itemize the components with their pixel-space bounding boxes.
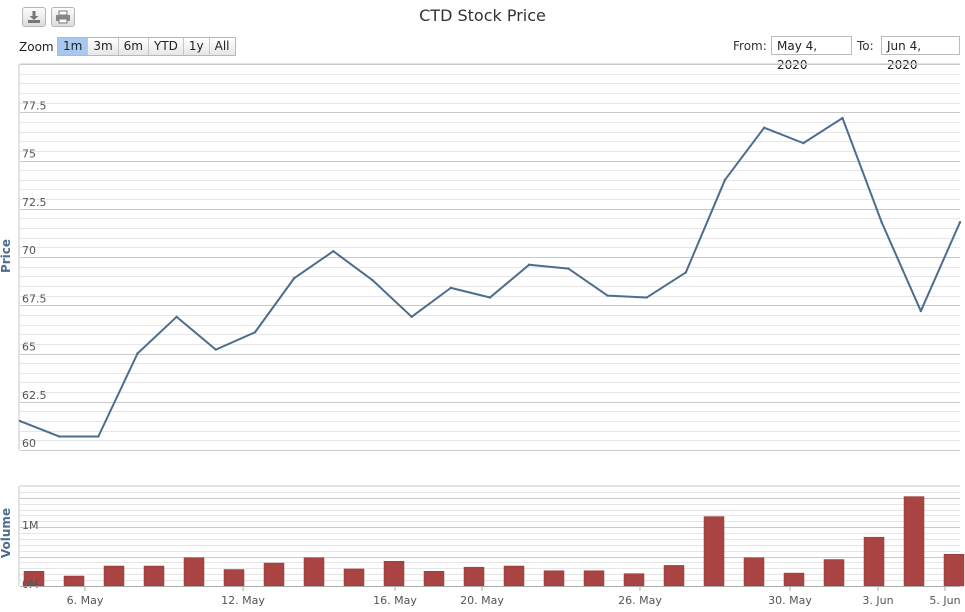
volume-bar — [623, 573, 645, 587]
volume-bar — [943, 553, 965, 587]
zoom-6m-button[interactable]: 6m — [118, 38, 149, 55]
price-y-tick-label: 75 — [22, 148, 36, 161]
volume-bar — [663, 565, 685, 587]
volume-bar — [183, 557, 205, 587]
volume-bar — [703, 516, 725, 587]
volume-bar — [303, 557, 325, 587]
price-y-axis: 60 62.5 65 67.5 70 72.5 75 77.5 — [22, 99, 47, 450]
price-y-tick-label: 67.5 — [22, 292, 47, 305]
price-point — [57, 435, 61, 438]
price-point — [567, 267, 570, 270]
price-point — [606, 294, 609, 297]
x-axis-tick-label: 12. May — [221, 594, 265, 607]
x-axis-tick-label: 3. Jun — [862, 594, 893, 607]
price-point — [175, 315, 178, 319]
from-date-input[interactable]: May 4, 2020 — [771, 36, 852, 72]
volume-bar — [503, 565, 525, 587]
price-point — [449, 286, 453, 290]
price-point — [371, 278, 374, 282]
price-point — [136, 352, 139, 355]
volume-bar — [863, 536, 885, 587]
zoom-1m-button[interactable]: 1m — [58, 38, 89, 55]
volume-series — [23, 496, 965, 587]
price-point — [97, 435, 100, 438]
price-point — [332, 250, 335, 253]
price-series — [18, 116, 962, 438]
price-point — [723, 178, 727, 181]
from-label: From: — [733, 39, 767, 53]
volume-bar — [783, 572, 805, 587]
price-axis-title: Price — [0, 239, 13, 273]
price-point — [410, 315, 413, 319]
print-icon — [56, 10, 70, 24]
price-point — [919, 309, 923, 313]
price-point — [645, 296, 648, 299]
x-axis-tick-label: 5. Jun — [929, 594, 960, 607]
x-axis-tick-label: 20. May — [460, 594, 504, 607]
x-axis-tick-label: 26. May — [618, 594, 662, 607]
chart-title: CTD Stock Price — [419, 6, 546, 25]
price-point — [684, 271, 688, 274]
volume-bar — [63, 575, 85, 587]
download-icon — [28, 11, 40, 23]
price-point — [527, 263, 531, 266]
x-axis-tick-label: 30. May — [768, 594, 812, 607]
to-label: To: — [857, 39, 874, 53]
price-point — [253, 331, 257, 334]
x-axis-tick-label: 6. May — [67, 594, 104, 607]
x-axis-tick-label: 16. May — [373, 594, 417, 607]
price-point — [214, 348, 218, 351]
print-button[interactable] — [51, 7, 75, 27]
volume-bar — [463, 566, 485, 587]
price-point — [841, 116, 844, 120]
volume-bar — [423, 571, 445, 587]
price-y-tick-label: 65 — [22, 341, 36, 354]
volume-bar — [343, 568, 365, 587]
price-y-tick-label: 77.5 — [22, 99, 47, 112]
price-y-tick-label: 60 — [22, 437, 36, 450]
volume-bar — [823, 559, 845, 587]
zoom-label: Zoom — [19, 40, 54, 54]
volume-bar — [903, 496, 925, 587]
price-grid — [18, 63, 960, 451]
price-point — [292, 277, 296, 280]
zoom-all-button[interactable]: All — [209, 38, 235, 55]
volume-bar — [103, 565, 125, 587]
price-y-tick-label: 72.5 — [22, 196, 47, 209]
volume-bar — [743, 557, 765, 587]
x-axis: 6. May 12. May 16. May 20. May 26. May 30. Ma… — [20, 586, 961, 607]
zoom-ytd-button[interactable]: YTD — [148, 38, 184, 55]
volume-y-axis: 0M 1M — [22, 519, 39, 591]
volume-bar — [583, 570, 605, 587]
volume-bar — [143, 565, 165, 587]
volume-y-tick-label: 0M — [22, 578, 39, 591]
price-y-tick-label: 70 — [22, 244, 36, 257]
price-point — [488, 296, 492, 299]
price-point — [18, 419, 22, 423]
volume-y-tick-label: 1M — [22, 519, 39, 532]
price-point — [802, 141, 805, 145]
volume-bar — [543, 570, 565, 587]
zoom-button-group: 1m 3m 6m YTD 1y All — [57, 37, 236, 56]
price-point — [762, 126, 766, 129]
volume-bar — [263, 562, 285, 587]
price-y-tick-label: 62.5 — [22, 389, 47, 402]
download-button[interactable] — [22, 7, 46, 27]
zoom-1y-button[interactable]: 1y — [183, 38, 210, 55]
volume-bar — [223, 569, 245, 587]
price-point — [880, 221, 883, 224]
volume-axis-title: Volume — [0, 508, 13, 558]
price-line — [19, 117, 961, 438]
volume-bar — [383, 561, 405, 587]
price-point — [958, 221, 962, 224]
zoom-3m-button[interactable]: 3m — [88, 38, 119, 55]
